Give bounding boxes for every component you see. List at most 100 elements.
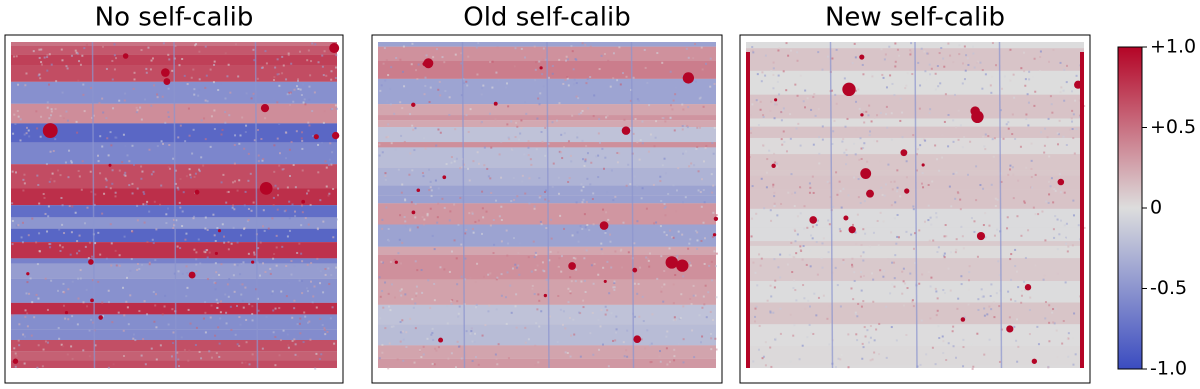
image-noise [411,42,414,45]
image-noise [430,333,433,336]
image-noise [772,311,775,314]
image-noise [453,203,456,206]
image-noise [796,233,799,236]
image-noise [1047,201,1050,204]
image-noise [475,46,478,49]
image-noise [921,137,924,140]
image-noise [198,78,201,81]
image-noise [1063,99,1066,102]
image-noise [782,130,785,133]
image-noise [272,97,275,100]
image-noise [789,313,792,316]
image-noise [319,317,322,320]
image-noise [533,256,536,259]
image-noise [160,140,163,143]
image-noise [395,56,398,59]
image-noise [28,292,31,295]
image-noise [976,332,979,335]
image-noise [424,147,427,150]
image-noise [877,244,880,247]
image-noise [891,261,894,264]
image-noise [213,63,216,66]
image-noise [858,107,861,110]
image-noise [548,259,551,262]
image-source [603,279,607,283]
image-noise [23,335,26,338]
image-noise [389,103,392,106]
image-noise [633,282,636,285]
image-noise [715,265,718,268]
image-noise [415,294,418,297]
image-noise [712,211,715,214]
image-noise [397,168,400,171]
image-noise [205,74,208,77]
image-noise [504,296,507,299]
image-noise [278,354,281,357]
image-noise [592,192,595,195]
image-noise [854,56,857,59]
image-noise [280,290,283,293]
image-noise [681,125,684,128]
image-source [568,262,576,270]
image-noise [868,104,871,107]
image-noise [332,187,335,190]
image-noise [765,171,768,174]
image-noise [638,315,641,318]
image-noise [399,214,402,217]
image-noise [322,220,325,223]
image-noise [965,54,968,57]
image-source [90,298,94,303]
image-noise [390,283,393,286]
image-noise [464,232,467,235]
image-noise [1016,360,1019,363]
image-noise [871,272,874,275]
image-noise [894,65,897,68]
image-noise [943,235,946,238]
image-noise [936,297,939,300]
image-noise [141,263,144,266]
image-noise [293,299,296,302]
image-noise [198,168,201,171]
image-noise [161,95,164,98]
image-noise [390,325,393,328]
image-noise [589,76,592,79]
image-noise [446,305,449,308]
image-noise [319,282,322,285]
image-noise [515,293,518,296]
image-source [313,134,319,140]
image-noise [533,45,536,48]
image-noise [772,73,775,76]
image-noise [117,311,120,314]
image-noise [796,94,799,97]
image-noise [514,47,517,50]
image-noise [885,356,888,359]
image-noise [198,50,201,53]
image-noise [494,118,497,121]
image-noise [700,205,703,208]
image-noise [236,343,239,346]
image-noise [854,231,857,234]
image-noise [827,219,830,222]
image-noise [301,292,304,295]
image-band [378,203,716,225]
image-noise [297,78,300,81]
image-noise [969,140,972,143]
image-noise [307,49,310,52]
image-noise [253,251,256,254]
image-noise [650,342,653,345]
image-noise [890,231,893,234]
image-edge [746,52,750,368]
image-noise [316,228,319,231]
image-noise [256,77,259,80]
image-noise [46,101,49,104]
image-noise [77,169,80,172]
image-noise [773,195,776,198]
image-noise [330,78,333,81]
image-noise [168,144,171,147]
image-noise [179,247,182,250]
image-noise [606,309,609,312]
image-noise [460,275,463,278]
image-noise [123,235,126,238]
image-noise [434,347,437,350]
image-noise [59,114,62,117]
